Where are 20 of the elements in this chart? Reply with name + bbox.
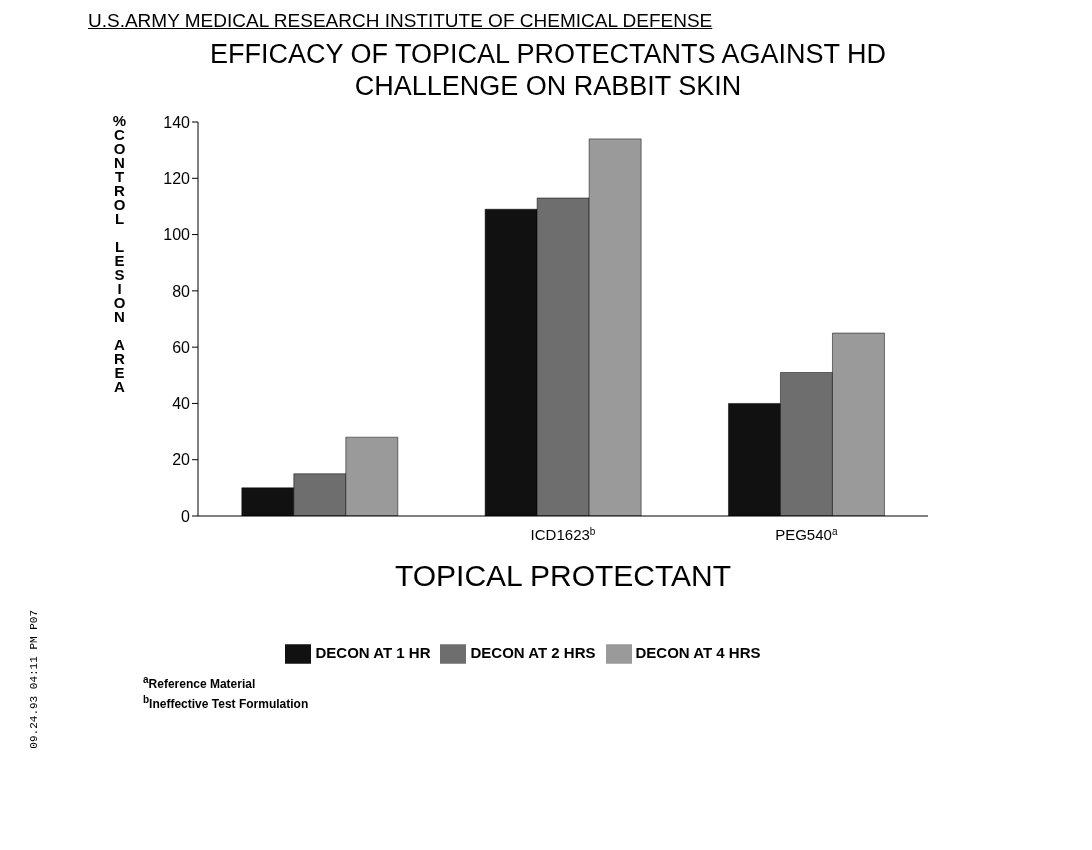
- x-tick-label: PEG540$^{a}$: [775, 525, 838, 543]
- y-axis-title: %CONTROL LESION AREA: [110, 112, 128, 394]
- y-tick-label: 100: [163, 226, 191, 244]
- y-tick-label: 20: [172, 451, 191, 469]
- y-tick-label: 60: [172, 338, 191, 356]
- text: $^{b}$Ineffective Test Formulation: [143, 693, 310, 712]
- y-tick-label: 120: [163, 169, 191, 187]
- legend-label: DECON AT 1 HR: [315, 643, 431, 661]
- y-tick-label: 140: [163, 113, 191, 131]
- y-tick-label: 40: [172, 395, 191, 413]
- legend-label: DECON AT 2 HRS: [470, 643, 596, 661]
- chart-subtitle: U.S.ARMY MEDICAL RESEARCH INSTITUTE OF CHEMICAL DEFENSE: [88, 10, 714, 32]
- text: $^{a}$Reference Material: [143, 673, 257, 692]
- y-tick-label: 80: [172, 282, 191, 300]
- y-tick-label: 0: [181, 507, 191, 525]
- x-axis-title: TOPICAL PROTECTANT: [394, 559, 732, 592]
- text: 09.24.93 04:11 PM P07: [28, 610, 40, 749]
- x-tick-label: ICD1623$^{b}$: [530, 525, 596, 543]
- chart-title: EFFICACY OF TOPICAL PROTECTANTS AGAINST HD CHALLENGE ON RABBIT SKIN: [208, 38, 888, 102]
- legend-label: DECON AT 4 HRS: [635, 643, 761, 661]
